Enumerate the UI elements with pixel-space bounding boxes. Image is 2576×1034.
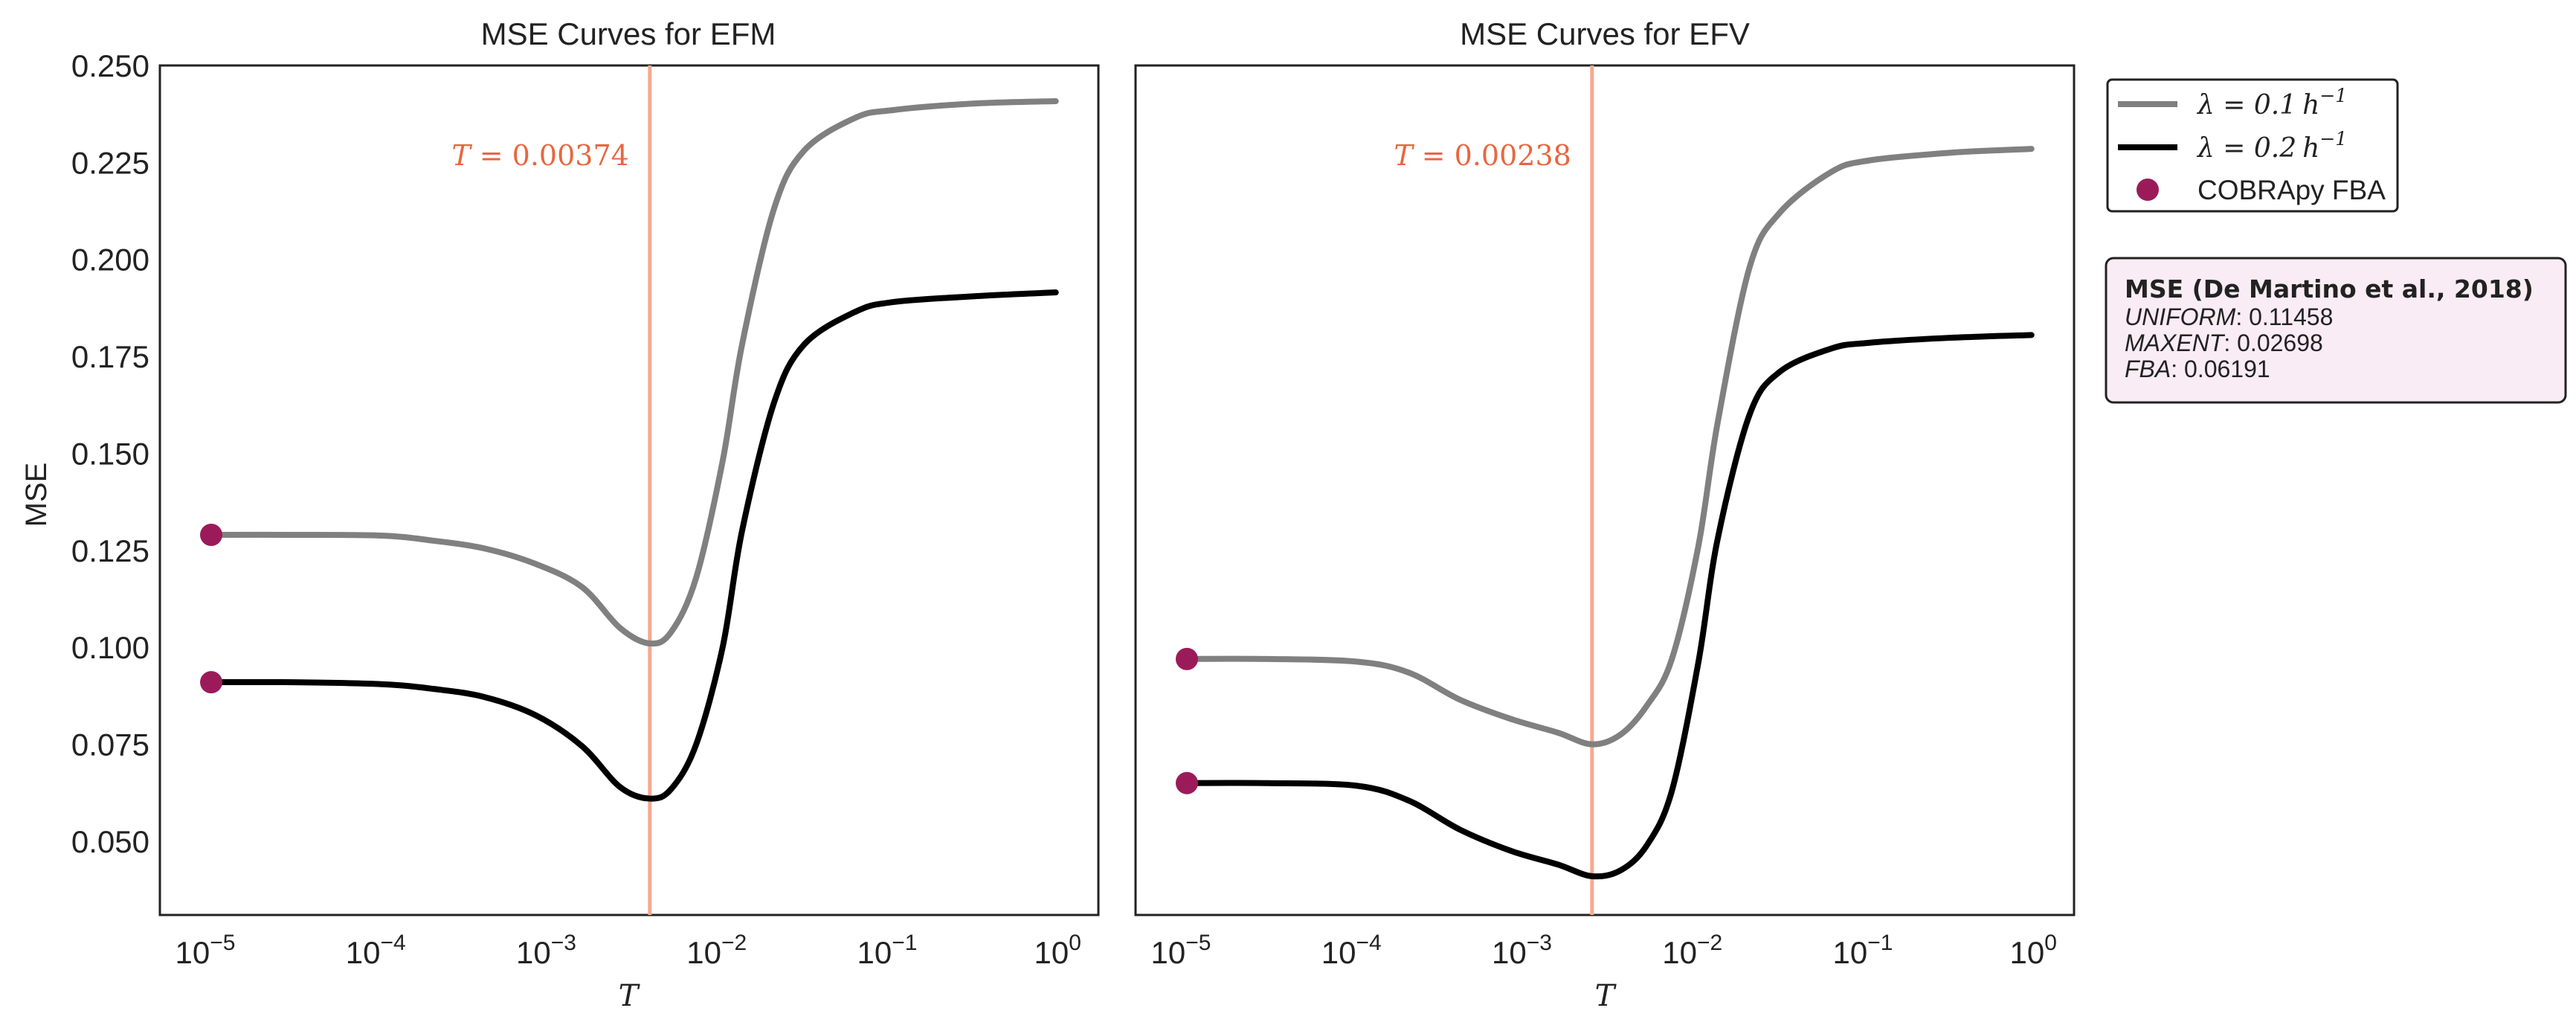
- series-line: [208, 97, 1059, 647]
- x-tick-label: 100: [1034, 931, 1081, 970]
- plot-frame: [1134, 64, 2076, 916]
- mse-info-box: MSE (De Martino et al., 2018) UNIFORM: 0…: [2105, 257, 2567, 404]
- legend-label-lambda-0-1: λ = 0.1 h−1: [2196, 85, 2347, 121]
- y-tick-label: 0.175: [71, 339, 149, 374]
- x-tick-label: 10−2: [1662, 931, 1722, 970]
- fba-point: [200, 671, 223, 694]
- y-tick-label: 0.250: [71, 48, 149, 83]
- mse-row-fba: FBA: 0.06191: [2125, 356, 2270, 382]
- x-tick-label: 10−4: [1321, 931, 1382, 970]
- efm-panel: MSE Curves for EFM MSE T 0.050 0.075 0.100…: [20, 16, 1100, 1013]
- efv-plot-area: 10−5 10−4 10−3 10−2 10−1 100 T = 0.00238: [1134, 64, 2076, 970]
- efv-title: MSE Curves for EFV: [1460, 16, 1750, 51]
- y-tick-label: 0.225: [71, 145, 149, 180]
- fba-point: [1176, 771, 1199, 794]
- series-line: [1184, 146, 2035, 748]
- efv-panel: MSE Curves for EFV T 10−5 10−4 10−3 10−2 10−…: [1134, 16, 2076, 1013]
- legend-label-cobrapy-fba: COBRApy FBA: [2197, 175, 2386, 205]
- legend-frame: [2106, 78, 2399, 213]
- efv-x-axis-label: T: [1595, 979, 1617, 1013]
- series-line: [208, 289, 1059, 802]
- x-tick-label: 10−3: [516, 931, 576, 970]
- x-tick-label: 10−3: [1492, 931, 1552, 970]
- x-tick-label: 10−4: [346, 931, 406, 970]
- y-tick-label: 0.125: [71, 533, 149, 568]
- efm-y-axis-label: MSE: [20, 463, 53, 527]
- y-tick-label: 0.075: [71, 728, 149, 762]
- y-tick-label: 0.150: [71, 436, 149, 471]
- legend-marker-cobrapy-fba: [2137, 179, 2159, 201]
- efm-x-axis-label: T: [619, 979, 641, 1013]
- x-tick-label: 10−5: [176, 931, 236, 970]
- efm-title: MSE Curves for EFM: [481, 16, 776, 51]
- legend-label-lambda-0-2: λ = 0.2 h−1: [2196, 128, 2347, 164]
- x-tick-label: 10−1: [857, 931, 917, 970]
- y-tick-label: 0.200: [71, 243, 149, 277]
- y-tick-label: 0.100: [71, 630, 149, 665]
- mse-box-frame: [2105, 257, 2567, 404]
- series-line: [1184, 332, 2035, 880]
- mse-row-maxent: MAXENT: 0.02698: [2125, 330, 2323, 356]
- x-tick-label: 100: [2010, 931, 2057, 970]
- efm-plot-area: 0.050 0.075 0.100 0.125 0.150 0.175 0.200 0.225…: [71, 48, 1100, 970]
- y-tick-label: 0.050: [71, 824, 149, 859]
- threshold-label: T = 0.00374: [451, 139, 629, 172]
- fba-point: [200, 523, 223, 546]
- plot-frame: [158, 64, 1100, 916]
- fba-point: [1176, 647, 1199, 670]
- mse-box-title: MSE (De Martino et al., 2018): [2125, 274, 2534, 304]
- x-tick-label: 10−2: [686, 931, 747, 970]
- x-tick-label: 10−5: [1151, 931, 1211, 970]
- x-tick-label: 10−1: [1832, 931, 1893, 970]
- threshold-label: T = 0.00238: [1394, 139, 1571, 172]
- legend: λ = 0.1 h−1 λ = 0.2 h−1 COBRApy FBA: [2106, 78, 2399, 213]
- mse-row-uniform: UNIFORM: 0.11458: [2125, 304, 2333, 330]
